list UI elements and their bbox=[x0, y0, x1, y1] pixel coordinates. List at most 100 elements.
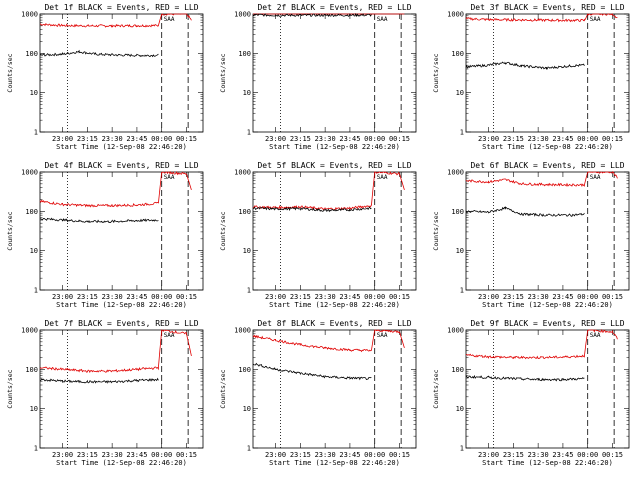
y-tick-label: 1000 bbox=[447, 169, 464, 177]
saa-annotation: SAA bbox=[164, 332, 175, 339]
x-tick-label: 23:00 bbox=[52, 451, 73, 459]
lld-series-line bbox=[465, 328, 618, 360]
x-tick-label: 23:45 bbox=[126, 293, 147, 301]
saa-annotation: SAA bbox=[377, 16, 388, 23]
x-tick-label: 23:00 bbox=[265, 451, 286, 459]
y-tick-label: 100 bbox=[451, 208, 464, 216]
lld-series-line bbox=[39, 329, 192, 373]
events-series-line bbox=[465, 61, 585, 71]
panel-det-6: Det 6f BLACK = Events, RED = LLD 1 10 100 10… bbox=[432, 161, 630, 309]
x-tick-label: 23:30 bbox=[528, 451, 549, 459]
x-tick-label: 23:30 bbox=[315, 293, 336, 301]
panel-det-1: Det 1f BLACK = Events, RED = LLD 1 10 100 10… bbox=[6, 3, 204, 151]
y-tick-label: 100 bbox=[238, 208, 251, 216]
x-tick-label: 23:15 bbox=[77, 451, 98, 459]
y-tick-label: 10 bbox=[456, 89, 464, 97]
x-tick-label: 00:15 bbox=[602, 293, 623, 301]
plot-frame bbox=[465, 171, 630, 291]
x-tick-label: 23:15 bbox=[290, 135, 311, 143]
lld-series-line bbox=[465, 13, 618, 23]
x-tick-label: 23:15 bbox=[503, 451, 524, 459]
events-series-line bbox=[252, 362, 372, 381]
x-tick-label: 23:00 bbox=[478, 451, 499, 459]
y-tick-label: 1 bbox=[460, 445, 464, 453]
panel-det-2: Det 2f BLACK = Events, RED = LLD 1 10 100 10… bbox=[219, 3, 417, 151]
saa-annotation: SAA bbox=[164, 16, 175, 23]
x-tick-label: 00:00 bbox=[577, 293, 598, 301]
x-tick-label: 23:30 bbox=[315, 451, 336, 459]
x-tick-label: 00:00 bbox=[364, 451, 385, 459]
saa-annotation: SAA bbox=[377, 332, 388, 339]
saa-annotation: SAA bbox=[590, 16, 601, 23]
x-tick-label: 23:00 bbox=[478, 293, 499, 301]
y-tick-label: 1 bbox=[247, 129, 251, 137]
plot-frame bbox=[252, 171, 417, 291]
panel-det-8: Det 8f BLACK = Events, RED = LLD 1 10 100 10… bbox=[219, 319, 417, 467]
y-tick-label: 100 bbox=[451, 50, 464, 58]
y-axis-label: Counts/sec bbox=[219, 211, 227, 250]
y-tick-label: 1000 bbox=[21, 11, 38, 19]
panel-title: Det 7f BLACK = Events, RED = LLD bbox=[44, 319, 198, 328]
x-tick-label: 00:15 bbox=[389, 135, 410, 143]
y-tick-label: 10 bbox=[243, 89, 251, 97]
x-tick-label: 23:30 bbox=[528, 293, 549, 301]
y-tick-label: 1 bbox=[34, 129, 38, 137]
y-tick-label: 1000 bbox=[21, 169, 38, 177]
panel-title: Det 4f BLACK = Events, RED = LLD bbox=[44, 161, 198, 170]
x-tick-label: 23:30 bbox=[102, 135, 123, 143]
y-tick-label: 100 bbox=[238, 50, 251, 58]
plot-frame bbox=[39, 329, 204, 449]
y-tick-label: 1 bbox=[34, 287, 38, 295]
panel-det-9: Det 9f BLACK = Events, RED = LLD 1 10 100 10… bbox=[432, 319, 630, 467]
y-tick-label: 10 bbox=[456, 405, 464, 413]
y-tick-label: 100 bbox=[25, 50, 38, 58]
y-tick-label: 10 bbox=[30, 247, 38, 255]
x-tick-label: 23:45 bbox=[126, 451, 147, 459]
events-series-line bbox=[39, 49, 159, 58]
x-tick-label: 23:00 bbox=[478, 135, 499, 143]
events-series-line bbox=[465, 374, 585, 382]
x-tick-label: 23:15 bbox=[503, 293, 524, 301]
x-tick-label: 23:00 bbox=[265, 293, 286, 301]
panel-title: Det 1f BLACK = Events, RED = LLD bbox=[44, 3, 198, 12]
x-tick-label: 00:00 bbox=[151, 293, 172, 301]
x-tick-label: 23:15 bbox=[290, 293, 311, 301]
y-tick-label: 1000 bbox=[234, 169, 251, 177]
events-series-line bbox=[252, 12, 372, 18]
plot-frame bbox=[252, 329, 417, 449]
x-tick-label: 00:00 bbox=[364, 293, 385, 301]
plot-frame bbox=[39, 13, 204, 133]
x-axis-label: Start Time (12-Sep-08 22:46:20) bbox=[269, 143, 400, 151]
x-tick-label: 00:00 bbox=[151, 451, 172, 459]
x-tick-label: 00:15 bbox=[389, 451, 410, 459]
panel-title: Det 3f BLACK = Events, RED = LLD bbox=[470, 3, 624, 12]
panel-det-7: Det 7f BLACK = Events, RED = LLD 1 10 100 10… bbox=[6, 319, 204, 467]
x-tick-label: 23:45 bbox=[339, 451, 360, 459]
panel-det-5: Det 5f BLACK = Events, RED = LLD 1 10 100 10… bbox=[219, 161, 417, 309]
y-tick-label: 10 bbox=[30, 405, 38, 413]
lld-series-line bbox=[252, 171, 405, 211]
y-tick-label: 100 bbox=[25, 208, 38, 216]
x-tick-label: 23:30 bbox=[528, 135, 549, 143]
x-axis-label: Start Time (12-Sep-08 22:46:20) bbox=[56, 143, 187, 151]
x-tick-label: 23:15 bbox=[503, 135, 524, 143]
x-tick-label: 00:15 bbox=[176, 451, 197, 459]
x-tick-label: 23:30 bbox=[102, 451, 123, 459]
y-tick-label: 1000 bbox=[447, 327, 464, 335]
x-tick-label: 23:30 bbox=[102, 293, 123, 301]
y-axis-label: Counts/sec bbox=[219, 53, 227, 92]
y-tick-label: 10 bbox=[243, 247, 251, 255]
events-series-line bbox=[39, 217, 159, 224]
y-tick-label: 1 bbox=[247, 445, 251, 453]
y-tick-label: 100 bbox=[451, 366, 464, 374]
plot-frame bbox=[465, 13, 630, 133]
saa-annotation: SAA bbox=[377, 174, 388, 181]
panel-title: Det 5f BLACK = Events, RED = LLD bbox=[257, 161, 411, 170]
x-tick-label: 00:15 bbox=[602, 135, 623, 143]
x-tick-label: 23:45 bbox=[339, 293, 360, 301]
y-tick-label: 1 bbox=[460, 287, 464, 295]
y-tick-label: 1 bbox=[247, 287, 251, 295]
lld-series-line bbox=[252, 329, 405, 353]
x-tick-label: 23:00 bbox=[52, 135, 73, 143]
y-tick-label: 10 bbox=[243, 405, 251, 413]
